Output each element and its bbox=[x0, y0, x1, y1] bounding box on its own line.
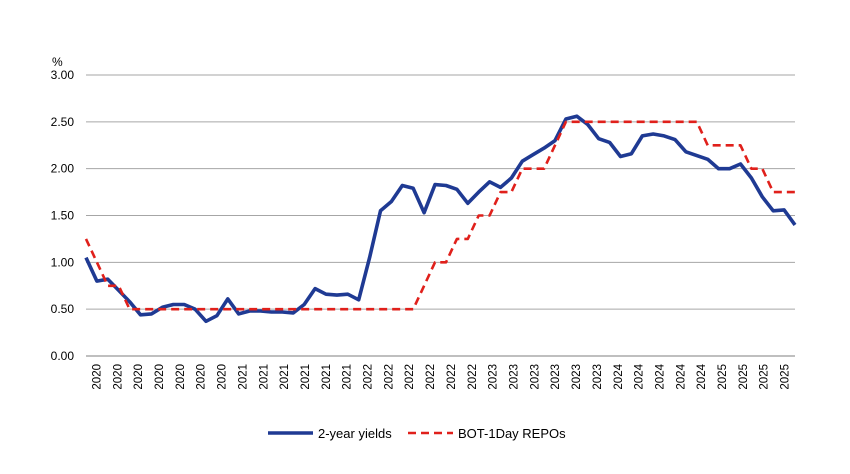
x-tick-label: 2024 bbox=[654, 363, 666, 389]
x-tick-label: 2021 bbox=[279, 364, 291, 390]
x-tick-label: 2020 bbox=[196, 364, 208, 390]
y-tick-labels: 0.00 0.50 1.00 1.50 2.00 2.50 3.00 bbox=[51, 68, 75, 363]
x-tick-labels: 2020 2020 2020 2020 2020 2020 2020 2021 2021 2021… bbox=[91, 363, 791, 389]
x-tick-label: 2022 bbox=[446, 364, 458, 390]
x-tick-label: 2022 bbox=[383, 364, 395, 390]
x-tick-label: 2023 bbox=[550, 364, 562, 390]
x-tick-label: 2021 bbox=[258, 364, 270, 390]
x-tick-label: 2023 bbox=[529, 364, 541, 390]
x-tick-label: 2021 bbox=[321, 364, 333, 390]
legend: 2-year yields BOT-1Day REPOs bbox=[268, 426, 566, 441]
y-tick-label: 3.00 bbox=[51, 68, 75, 82]
legend-label: BOT-1Day REPOs bbox=[458, 426, 566, 441]
x-tick-label: 2020 bbox=[154, 364, 166, 390]
x-tick-label: 2022 bbox=[363, 364, 375, 390]
x-tick-label: 2020 bbox=[112, 364, 124, 390]
legend-label: 2-year yields bbox=[318, 426, 392, 441]
x-tick-label: 2020 bbox=[217, 364, 229, 390]
x-tick-label: 2021 bbox=[342, 364, 354, 390]
y-tick-label: 1.00 bbox=[51, 255, 75, 269]
y-tick-label: 1.50 bbox=[51, 209, 75, 223]
y-tick-label: 2.00 bbox=[51, 162, 75, 176]
series-line-2 bbox=[84, 120, 795, 311]
x-tick-label: 2025 bbox=[738, 364, 750, 390]
x-tick-label: 2020 bbox=[91, 364, 103, 390]
x-tick-label: 2023 bbox=[488, 364, 500, 390]
x-tick-label: 2021 bbox=[237, 364, 249, 390]
x-tick-label: 2022 bbox=[404, 364, 416, 390]
x-tick-label: 2024 bbox=[634, 363, 646, 389]
x-tick-label: 2023 bbox=[571, 364, 583, 390]
series-lines bbox=[84, 114, 797, 324]
x-tick-label: 2024 bbox=[696, 363, 708, 389]
x-tick-label: 2020 bbox=[175, 364, 187, 390]
x-tick-label: 2022 bbox=[425, 364, 437, 390]
x-tick-label: 2025 bbox=[717, 364, 729, 390]
x-tick-label: 2023 bbox=[592, 364, 604, 390]
gridlines bbox=[86, 74, 795, 357]
series-line-1 bbox=[84, 114, 797, 324]
x-tick-label: 2025 bbox=[780, 364, 792, 390]
x-tick-label: 2024 bbox=[613, 363, 625, 389]
x-tick-label: 2020 bbox=[133, 364, 145, 390]
y-tick-label: 0.00 bbox=[51, 349, 75, 363]
x-tick-label: 2022 bbox=[467, 364, 479, 390]
x-tick-label: 2025 bbox=[759, 364, 771, 390]
x-tick-label: 2021 bbox=[300, 364, 312, 390]
x-tick-label: 2023 bbox=[508, 364, 520, 390]
y-tick-label: 0.50 bbox=[51, 302, 75, 316]
x-tick-label: 2024 bbox=[675, 363, 687, 389]
y-axis-unit-label: % bbox=[52, 55, 63, 69]
y-tick-label: 2.50 bbox=[51, 115, 75, 129]
